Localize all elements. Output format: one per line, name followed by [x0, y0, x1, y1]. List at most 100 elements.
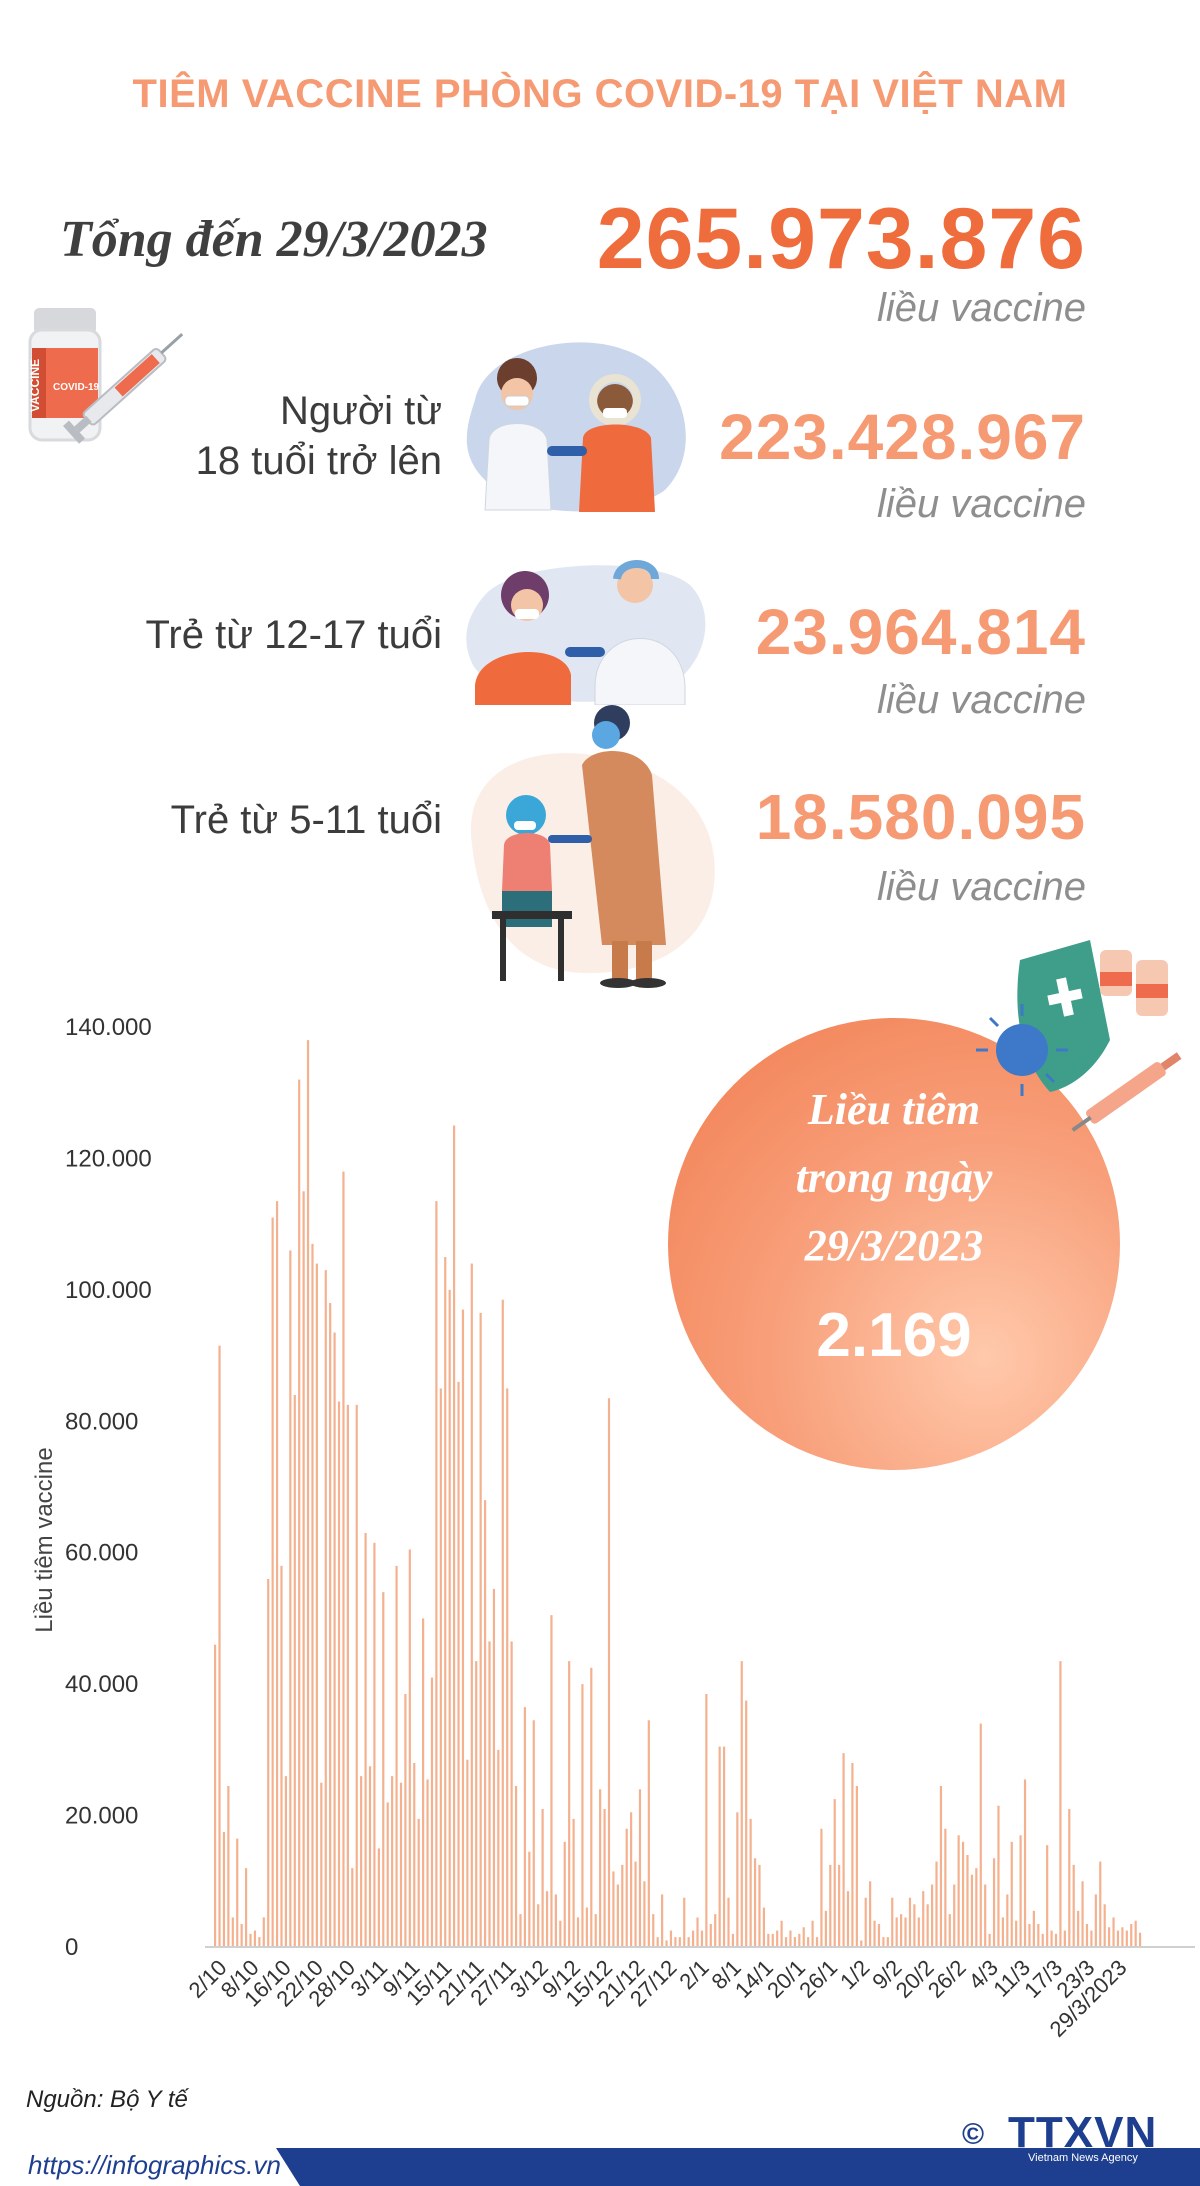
chart-bar: [497, 1749, 500, 1947]
chart-bar: [466, 1759, 469, 1947]
chart-bar: [616, 1884, 619, 1947]
vial-label: VACCINE: [28, 359, 42, 412]
chart-bar: [550, 1615, 553, 1947]
chart-bar: [877, 1924, 881, 1947]
chart-bar: [448, 1289, 451, 1947]
y-tick-label: 20.000: [65, 1803, 138, 1830]
chart-bar: [492, 1588, 496, 1947]
chart-bar: [413, 1763, 416, 1947]
chart-bar: [258, 1937, 261, 1947]
chart-bar: [953, 1884, 956, 1947]
chart-bar: [1116, 1930, 1120, 1947]
chart-bar: [1032, 1910, 1035, 1947]
page-title: TIÊM VACCINE PHÒNG COVID-19 TẠI VIỆT NAM: [132, 72, 1068, 116]
chart-bar: [643, 1881, 646, 1947]
chart-bar: [749, 1818, 752, 1947]
chart-bar: [807, 1937, 810, 1947]
chart-bar: [576, 1917, 580, 1947]
chart-bar: [683, 1897, 686, 1947]
chart-bar: [293, 1395, 296, 1947]
chart-bar: [355, 1404, 358, 1947]
chart-bar: [1099, 1861, 1102, 1947]
chart-bar: [1006, 1894, 1009, 1947]
category-adult-value: 223.428.967: [719, 401, 1086, 473]
chart-bar: [678, 1937, 681, 1947]
chart-bar: [302, 1191, 305, 1947]
chart-bar: [435, 1201, 438, 1947]
chart-bar: [984, 1884, 987, 1947]
chart-bar: [1094, 1894, 1097, 1947]
chart-bar: [691, 1930, 695, 1947]
copyright-icon: ©: [962, 2118, 985, 2151]
chart-bar: [1046, 1845, 1049, 1947]
chart-bar: [815, 1937, 819, 1947]
chart-bar: [311, 1243, 314, 1947]
chart-bar: [1037, 1924, 1040, 1947]
chart-bar: [422, 1618, 425, 1947]
chart-bar: [1130, 1924, 1133, 1947]
chart-bar: [430, 1677, 434, 1947]
y-tick-label: 80.000: [65, 1408, 138, 1435]
chart-bar: [337, 1401, 341, 1947]
y-tick-label: 40.000: [65, 1671, 138, 1698]
chart-bar: [324, 1270, 327, 1947]
chart-bar: [864, 1897, 867, 1947]
chart-bar: [1108, 1927, 1111, 1947]
chart-bar: [718, 1746, 721, 1947]
y-tick-label: 140.000: [65, 1014, 152, 1041]
source-note: Nguồn: Bộ Y tế: [26, 2086, 188, 2113]
chart-bar: [581, 1684, 584, 1947]
category-child-value: 18.580.095: [755, 781, 1086, 853]
chart-bar: [572, 1818, 575, 1947]
chart-bar: [656, 1937, 659, 1947]
chart-bar: [342, 1171, 345, 1947]
chart-bar: [939, 1786, 943, 1947]
chart-bar: [930, 1884, 934, 1947]
teen-vaccination-illustration: [466, 560, 706, 705]
chart-bar: [873, 1920, 876, 1947]
chart-bar: [736, 1812, 739, 1947]
chart-bar: [612, 1871, 615, 1947]
chart-bar: [1103, 1904, 1106, 1947]
category-teen-value: 23.964.814: [755, 596, 1086, 668]
chart-bar: [776, 1930, 779, 1947]
chart-bar: [373, 1542, 376, 1947]
chart-bar: [382, 1592, 385, 1947]
chart-bar: [1019, 1835, 1022, 1947]
chart-bar: [244, 1868, 248, 1947]
chart-bar: [798, 1933, 801, 1947]
chart-bar: [240, 1924, 243, 1947]
chart-bar: [470, 1263, 473, 1947]
chart-bar: [621, 1864, 624, 1947]
chart-bar: [559, 1920, 562, 1947]
footer-url-link[interactable]: https://infographics.vn: [28, 2150, 281, 2180]
chart-bar: [1134, 1920, 1137, 1947]
chart-bar: [855, 1786, 858, 1947]
chart-bar: [992, 1858, 996, 1947]
chart-bar: [1077, 1910, 1080, 1947]
chart-bar: [599, 1789, 602, 1947]
chart-bar: [1068, 1809, 1071, 1947]
chart-bar: [740, 1661, 743, 1947]
chart-bar: [532, 1720, 535, 1947]
chart-bar: [988, 1933, 991, 1947]
chart-bar: [696, 1917, 699, 1947]
y-tick-label: 100.000: [65, 1277, 152, 1304]
total-value: 265.973.876: [596, 191, 1086, 287]
chart-bar: [483, 1500, 487, 1947]
daily-caption-line2: trong ngày: [795, 1153, 993, 1202]
chart-bar: [851, 1763, 854, 1947]
chart-bar: [1063, 1930, 1066, 1947]
chart-bar: [758, 1864, 761, 1947]
chart-bar: [590, 1667, 593, 1947]
chart-bar: [1023, 1779, 1027, 1947]
chart-bar: [630, 1812, 633, 1947]
chart-bar: [900, 1914, 903, 1947]
chart-bar: [891, 1897, 894, 1947]
chart-bar: [917, 1917, 920, 1947]
chart-bar: [510, 1641, 513, 1947]
chart-bar: [360, 1776, 363, 1947]
chart-bar: [391, 1776, 394, 1947]
chart-bar: [227, 1786, 230, 1947]
total-label: Tổng đến 29/3/2023: [60, 211, 488, 268]
